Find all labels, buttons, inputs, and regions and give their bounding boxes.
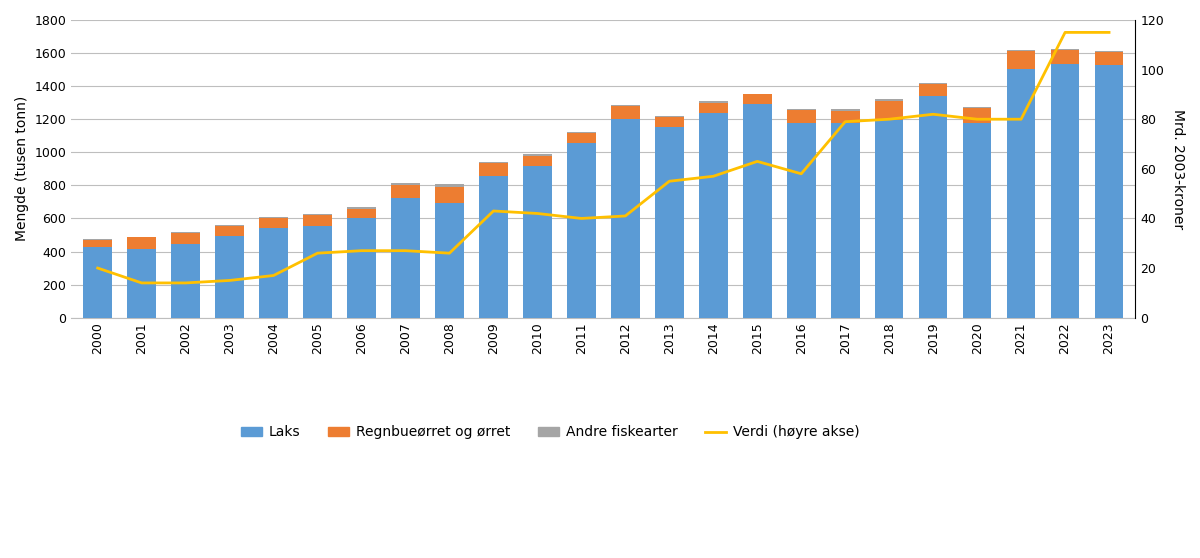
Bar	[830, 123, 859, 318]
Verdi (høyre akse)	[443, 250, 457, 257]
Bar	[875, 101, 904, 120]
Bar	[523, 156, 552, 166]
Bar	[611, 105, 640, 106]
Verdi (høyre akse)	[486, 208, 500, 214]
Bar	[743, 104, 772, 318]
Bar	[568, 132, 595, 133]
Bar	[83, 239, 112, 240]
Bar	[568, 133, 595, 143]
Bar	[436, 203, 463, 318]
Bar	[215, 226, 244, 236]
Bar	[830, 111, 859, 123]
Bar	[259, 228, 288, 318]
Bar	[1007, 50, 1036, 51]
Bar	[215, 225, 244, 226]
Bar	[172, 244, 200, 318]
Verdi (høyre akse)	[838, 118, 852, 125]
Bar	[1051, 64, 1079, 318]
Bar	[919, 84, 948, 96]
Bar	[127, 238, 156, 249]
Bar	[568, 143, 595, 318]
Bar	[1051, 49, 1079, 50]
Bar	[1094, 52, 1123, 65]
Bar	[919, 96, 948, 318]
Y-axis label: Mengde (tusen tonn): Mengde (tusen tonn)	[14, 96, 29, 242]
Verdi (høyre akse)	[179, 280, 193, 286]
Bar	[611, 106, 640, 119]
Verdi (høyre akse)	[926, 111, 941, 118]
Verdi (høyre akse)	[311, 250, 325, 257]
Bar	[83, 240, 112, 247]
Bar	[787, 110, 816, 123]
Bar	[1094, 65, 1123, 318]
Bar	[127, 237, 156, 238]
Verdi (høyre akse)	[794, 170, 809, 177]
Bar	[391, 185, 420, 198]
Bar	[172, 233, 200, 244]
Verdi (høyre akse)	[662, 178, 677, 185]
Verdi (høyre akse)	[222, 277, 236, 284]
Bar	[962, 108, 991, 123]
Verdi (høyre akse)	[354, 247, 368, 254]
Verdi (høyre akse)	[530, 210, 545, 217]
Legend: Laks, Regnbueørret og ørret, Andre fiskearter, Verdi (høyre akse): Laks, Regnbueørret og ørret, Andre fiske…	[235, 420, 865, 445]
Bar	[436, 187, 463, 203]
Bar	[347, 218, 376, 318]
Bar	[830, 109, 859, 111]
Verdi (høyre akse)	[90, 264, 104, 271]
Bar	[700, 102, 727, 103]
Verdi (høyre akse)	[618, 213, 632, 219]
Bar	[875, 120, 904, 318]
Bar	[304, 215, 332, 226]
Bar	[259, 217, 288, 218]
Verdi (høyre akse)	[134, 280, 149, 286]
Bar	[919, 83, 948, 84]
Bar	[479, 176, 508, 318]
Verdi (høyre akse)	[398, 247, 413, 254]
Bar	[962, 123, 991, 318]
Y-axis label: Mrd. 2003-kroner: Mrd. 2003-kroner	[1171, 109, 1186, 229]
Bar	[962, 107, 991, 108]
Bar	[523, 154, 552, 156]
Bar	[347, 209, 376, 218]
Verdi (høyre akse)	[706, 173, 720, 180]
Verdi (høyre akse)	[882, 116, 896, 123]
Bar	[215, 236, 244, 318]
Bar	[655, 116, 684, 117]
Bar	[259, 218, 288, 228]
Verdi (høyre akse)	[1102, 29, 1116, 36]
Verdi (høyre akse)	[1058, 29, 1073, 36]
Bar	[479, 162, 508, 163]
Bar	[875, 99, 904, 101]
Bar	[700, 103, 727, 113]
Bar	[479, 163, 508, 176]
Bar	[787, 123, 816, 318]
Bar	[1051, 50, 1079, 64]
Bar	[391, 198, 420, 318]
Verdi (høyre akse)	[266, 272, 281, 279]
Bar	[1094, 51, 1123, 52]
Bar	[523, 166, 552, 318]
Bar	[787, 109, 816, 110]
Bar	[83, 247, 112, 318]
Bar	[1007, 69, 1036, 318]
Bar	[304, 214, 332, 215]
Bar	[611, 119, 640, 318]
Bar	[304, 226, 332, 318]
Bar	[655, 117, 684, 127]
Bar	[436, 184, 463, 187]
Bar	[1007, 51, 1036, 69]
Bar	[391, 183, 420, 185]
Bar	[347, 207, 376, 209]
Verdi (høyre akse)	[970, 116, 984, 123]
Bar	[127, 249, 156, 318]
Verdi (høyre akse)	[1014, 116, 1028, 123]
Bar	[655, 127, 684, 318]
Verdi (høyre akse)	[574, 215, 588, 222]
Verdi (høyre akse)	[750, 158, 764, 165]
Bar	[743, 94, 772, 104]
Bar	[700, 113, 727, 318]
Line: Verdi (høyre akse): Verdi (høyre akse)	[97, 32, 1109, 283]
